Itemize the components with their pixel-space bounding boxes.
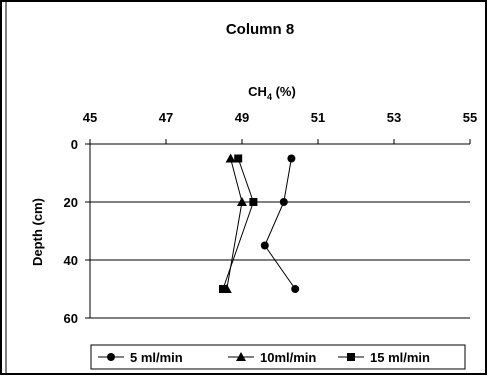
y-axis-label: Depth (cm) [30, 198, 45, 266]
legend-marker-5-ml-min [107, 353, 115, 361]
legend: 5 ml/min 10ml/min 15 ml/min [90, 344, 466, 370]
y-tick-label-20: 20 [64, 195, 78, 210]
data-point-15-ml-min-1 [249, 198, 258, 206]
legend-label-5-ml-min: 5 ml/min [130, 350, 183, 365]
data-point-5-ml-min-0 [287, 154, 296, 163]
data-point-15-ml-min-2 [219, 285, 227, 293]
legend-label-15-ml-min: 15 ml/min [370, 350, 430, 365]
x-tick-label-47: 47 [159, 110, 173, 125]
legend-marker-10ml-min [236, 352, 246, 361]
x-axis-label-subscript: 4 [267, 92, 272, 102]
x-tick-label-49: 49 [235, 110, 249, 125]
series-line-5-ml-min [264, 158, 296, 290]
data-point-10ml-min-1 [237, 197, 247, 206]
data-point-10ml-min-0 [225, 153, 236, 163]
x-tick-label-55: 55 [463, 110, 477, 125]
data-point-5-ml-min-3 [291, 285, 300, 293]
x-tick-label-45: 45 [83, 110, 97, 125]
plot-area: 45 47 49 51 53 55 0 20 40 60 [64, 110, 478, 326]
legend-label-10ml-min: 10ml/min [260, 350, 316, 365]
y-tick-label-60: 60 [64, 311, 78, 326]
chart-title: Column 8 [226, 21, 294, 38]
data-point-5-ml-min-2 [260, 241, 269, 250]
legend-items: 5 ml/min 10ml/min 15 ml/min [98, 350, 430, 365]
y-tick-label-0: 0 [71, 137, 78, 152]
x-tick-label-51: 51 [311, 110, 325, 125]
x-axis-label-suffix: (%) [272, 84, 296, 99]
x-axis-label: CH4 (%) [248, 84, 296, 102]
legend-box [90, 344, 466, 370]
data-point-15-ml-min-0 [234, 154, 243, 163]
legend-marker-15-ml-min [347, 353, 355, 361]
x-axis-label-main: CH [248, 84, 267, 99]
y-tick-label-40: 40 [64, 253, 78, 268]
data-point-5-ml-min-1 [279, 198, 288, 206]
x-tick-label-53: 53 [387, 110, 401, 125]
